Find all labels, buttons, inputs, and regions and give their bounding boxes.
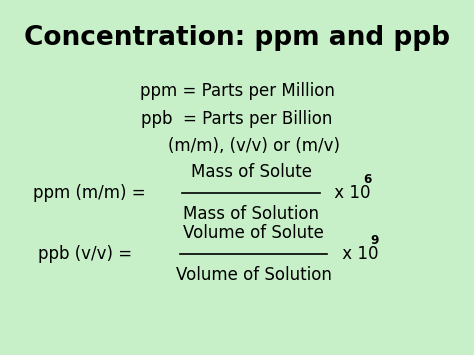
- Text: x 10: x 10: [337, 245, 378, 263]
- Text: (m/m), (v/v) or (m/v): (m/m), (v/v) or (m/v): [168, 137, 339, 154]
- Text: Volume of Solute: Volume of Solute: [183, 224, 324, 242]
- Text: Mass of Solute: Mass of Solute: [191, 163, 312, 181]
- Text: Volume of Solution: Volume of Solution: [176, 266, 331, 284]
- Text: 6: 6: [364, 174, 372, 186]
- Text: Concentration: ppm and ppb: Concentration: ppm and ppb: [24, 25, 450, 51]
- Text: ppm (m/m) =: ppm (m/m) =: [33, 185, 151, 202]
- Text: Mass of Solution: Mass of Solution: [183, 205, 319, 223]
- Text: ppb (v/v) =: ppb (v/v) =: [38, 245, 137, 263]
- Text: ppm = Parts per Million: ppm = Parts per Million: [139, 82, 335, 99]
- Text: ppb  = Parts per Billion: ppb = Parts per Billion: [141, 110, 333, 128]
- Text: 9: 9: [371, 234, 379, 247]
- Text: x 10: x 10: [329, 185, 371, 202]
